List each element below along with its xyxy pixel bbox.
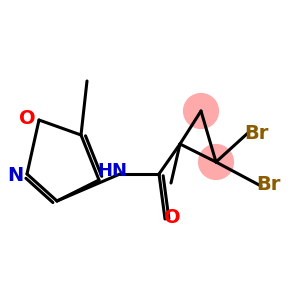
Text: Br: Br [256,175,281,194]
Circle shape [199,145,233,179]
Text: N: N [7,166,23,185]
Text: HN: HN [98,162,128,180]
Circle shape [184,94,218,128]
Text: O: O [19,109,35,128]
Text: O: O [164,208,181,227]
Text: Br: Br [244,124,269,143]
